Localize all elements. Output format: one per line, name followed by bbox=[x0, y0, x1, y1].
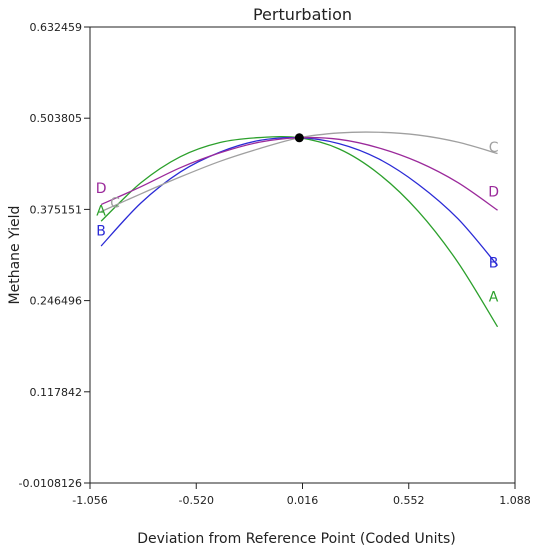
curve-label-a: A bbox=[489, 290, 499, 306]
curve-label-a: A bbox=[96, 204, 106, 220]
x-tick-label: 1.088 bbox=[499, 494, 531, 507]
curve-label-b: B bbox=[489, 255, 499, 271]
x-tick-label: 0.016 bbox=[287, 494, 319, 507]
series-line-b bbox=[100, 136, 499, 266]
x-tick-label: -0.520 bbox=[179, 494, 214, 507]
curve-label-b: B bbox=[96, 223, 106, 239]
curve-label-c: C bbox=[110, 196, 120, 212]
curve-label-d: D bbox=[96, 181, 107, 197]
x-tick-label: 0.552 bbox=[393, 494, 425, 507]
y-tick-label: 0.503805 bbox=[30, 112, 83, 125]
y-tick-label: 0.117842 bbox=[30, 386, 83, 399]
y-axis-ticks: -0.0108126 0.117842 0.246496 0.375151 0.5038… bbox=[19, 21, 90, 490]
x-axis-ticks: -1.056 -0.520 0.016 0.552 1.088 bbox=[72, 483, 531, 507]
y-tick-label: 0.246496 bbox=[30, 295, 83, 308]
y-axis-title: Methane Yield bbox=[7, 206, 23, 305]
series-layer bbox=[100, 131, 499, 328]
curve-label-c: C bbox=[489, 140, 499, 156]
y-tick-label: 0.632459 bbox=[30, 21, 83, 34]
series-line-a bbox=[100, 136, 499, 328]
x-axis-title: Deviation from Reference Point (Coded Un… bbox=[137, 531, 456, 547]
chart-title: Perturbation bbox=[253, 5, 352, 24]
x-tick-label: -1.056 bbox=[72, 494, 107, 507]
reference-point-marker bbox=[294, 133, 304, 143]
curve-label-d: D bbox=[488, 184, 499, 200]
y-tick-label: 0.375151 bbox=[30, 203, 83, 216]
series-line-d bbox=[100, 136, 498, 211]
plot-frame bbox=[89, 26, 516, 484]
y-tick-label: -0.0108126 bbox=[19, 477, 82, 490]
